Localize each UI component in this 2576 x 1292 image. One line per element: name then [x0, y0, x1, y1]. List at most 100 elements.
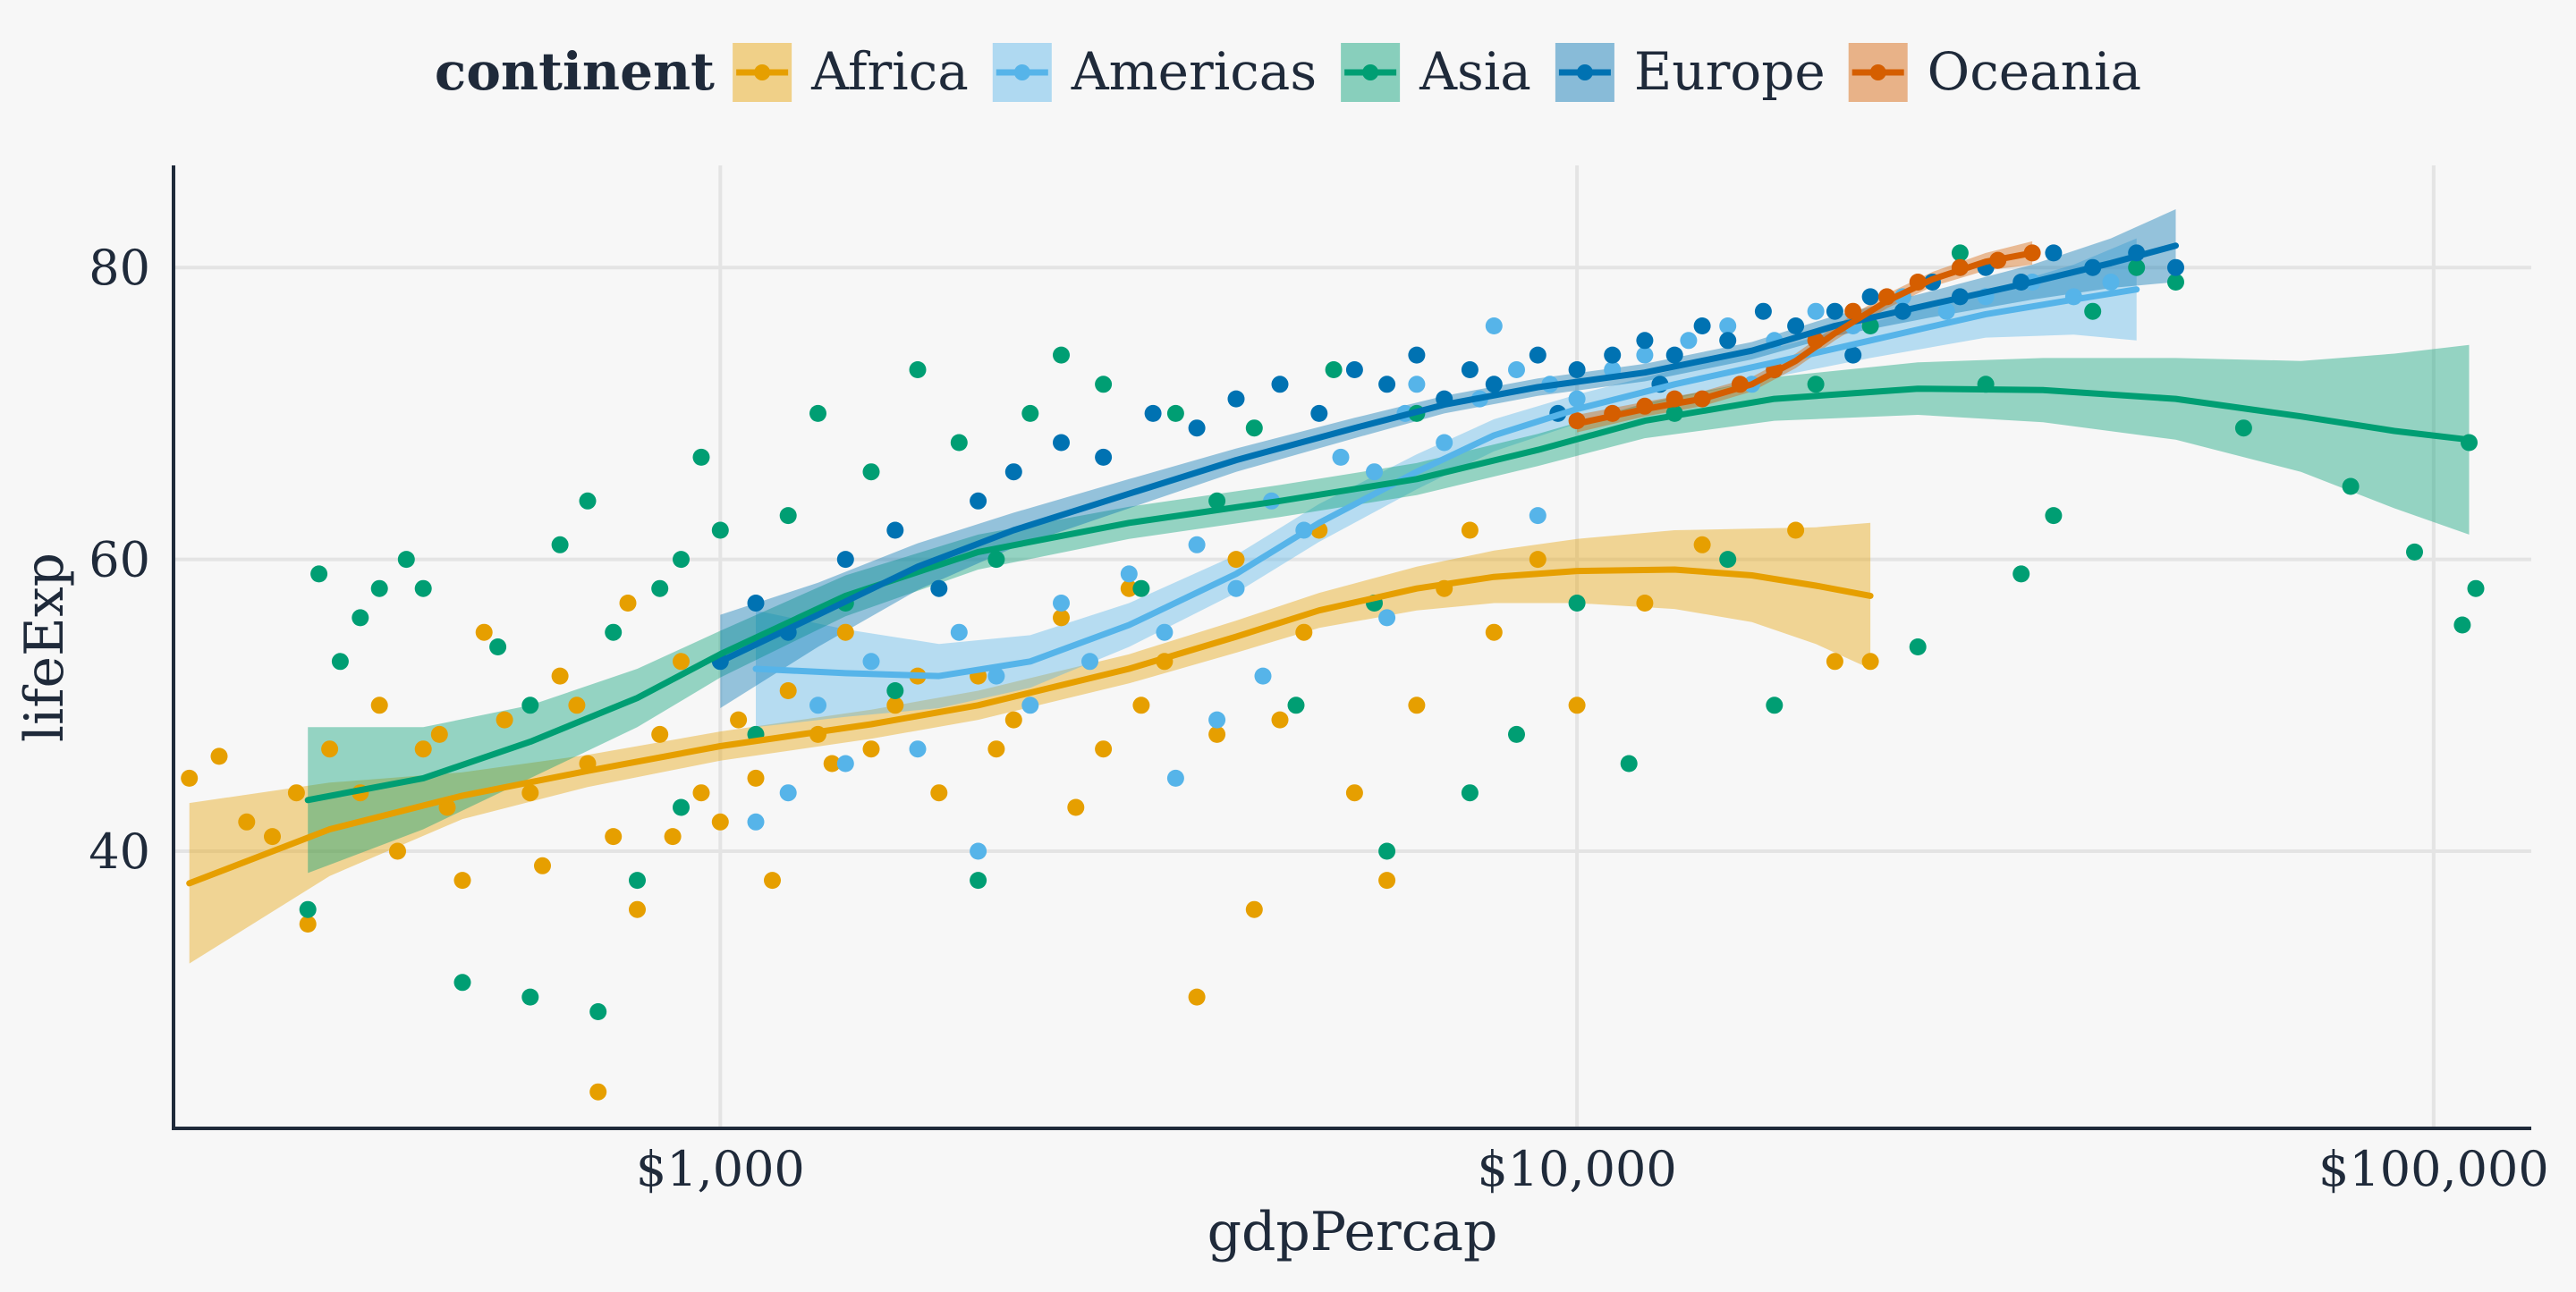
point-europe-6: [970, 492, 987, 510]
point-europe-40: [2167, 258, 2184, 276]
point-asia-21: [809, 404, 826, 422]
point-africa-64: [1132, 697, 1150, 714]
point-asia-43: [1719, 551, 1737, 569]
point-africa-22: [692, 784, 710, 802]
point-americas-5: [909, 740, 927, 758]
point-asia-15: [651, 579, 669, 597]
legend-item-americas: Americas: [992, 41, 1317, 102]
point-africa-0: [181, 769, 199, 787]
point-asia-25: [950, 434, 968, 452]
point-asia-5: [397, 551, 415, 569]
point-europe-5: [930, 579, 948, 597]
point-africa-9: [414, 740, 432, 758]
smooth-line-americas: [752, 286, 2140, 680]
point-asia-30: [1132, 579, 1150, 597]
legend-title: continent: [435, 41, 715, 102]
point-asia-35: [1325, 361, 1343, 378]
point-americas-0: [747, 813, 765, 831]
point-africa-36: [1120, 579, 1138, 597]
point-europe-19: [1461, 361, 1479, 378]
axes: [172, 165, 2531, 1130]
point-africa-55: [430, 725, 448, 743]
point-asia-1: [310, 565, 328, 583]
point-africa-25: [747, 769, 765, 787]
point-africa-62: [987, 740, 1005, 758]
point-asia-61: [970, 872, 987, 890]
point-europe-3: [836, 551, 854, 569]
point-africa-40: [1271, 711, 1289, 729]
point-asia-39: [1508, 725, 1525, 743]
point-africa-47: [1568, 697, 1586, 714]
point-europe-22: [1568, 361, 1586, 378]
point-africa-65: [1208, 725, 1226, 743]
y-tick-label-40: 40: [89, 823, 150, 880]
point-europe-16: [1378, 376, 1396, 393]
point-africa-5: [321, 740, 339, 758]
point-asia-41: [1620, 755, 1638, 773]
point-asia-10: [551, 536, 569, 553]
point-asia-50: [2045, 507, 2063, 525]
point-africa-4: [299, 916, 317, 933]
point-asia-51: [2084, 302, 2102, 320]
grid: [174, 165, 2531, 1128]
point-asia-40: [1568, 595, 1586, 612]
point-asia-6: [414, 579, 432, 597]
point-africa-54: [264, 828, 281, 846]
legend-item-oceania: Oceania: [1848, 41, 2141, 102]
point-asia-56: [2453, 616, 2471, 634]
point-asia-20: [779, 507, 797, 525]
smooth-line-europe: [716, 242, 2179, 665]
point-europe-31: [1861, 288, 1879, 306]
point-asia-24: [909, 361, 927, 378]
point-asia-29: [1095, 376, 1113, 393]
point-africa-33: [1004, 711, 1022, 729]
point-europe-14: [1310, 404, 1328, 422]
point-americas-37: [2102, 274, 2120, 291]
point-americas-47: [1408, 376, 1426, 393]
point-asia-44: [1766, 697, 1784, 714]
point-africa-59: [764, 872, 781, 890]
point-africa-49: [1693, 536, 1711, 553]
point-africa-67: [1295, 623, 1313, 641]
point-asia-23: [862, 463, 880, 481]
smooth-lines: [186, 242, 2472, 887]
point-europe-7: [1004, 463, 1022, 481]
point-africa-51: [1826, 653, 1843, 671]
legend-label-africa: Africa: [810, 41, 969, 102]
point-africa-58: [664, 828, 682, 846]
point-africa-3: [287, 784, 305, 802]
point-asia-64: [673, 798, 690, 816]
point-asia-8: [489, 638, 507, 655]
point-asia-65: [1378, 842, 1396, 860]
legend-key-dot-asia: [1362, 64, 1379, 80]
point-americas-33: [1937, 302, 1955, 320]
legend-item-asia: Asia: [1341, 41, 1531, 102]
point-americas-17: [1332, 448, 1350, 466]
point-americas-40: [1208, 711, 1226, 729]
point-africa-56: [534, 857, 551, 874]
point-americas-38: [970, 842, 987, 860]
point-europe-25: [1665, 346, 1683, 364]
x-tick-label--100-000: $100,000: [2318, 1141, 2549, 1197]
point-europe-9: [1095, 448, 1113, 466]
point-americas-30: [1807, 302, 1825, 320]
y-tick-label-80: 80: [89, 240, 150, 296]
point-americas-20: [1436, 434, 1453, 452]
legend-key-dot-oceania: [1869, 64, 1886, 80]
point-asia-53: [2234, 419, 2252, 437]
legend-label-americas: Americas: [1071, 41, 1317, 102]
point-africa-66: [1245, 900, 1263, 918]
point-africa-13: [496, 711, 513, 729]
point-asia-31: [1166, 404, 1184, 422]
point-americas-14: [1227, 579, 1245, 597]
point-americas-12: [1156, 623, 1174, 641]
point-africa-53: [589, 1083, 607, 1101]
point-asia-57: [2467, 579, 2485, 597]
legend: continent Africa Americas Asia Europe Oceani…: [435, 41, 2141, 102]
point-africa-19: [629, 900, 646, 918]
point-africa-46: [1529, 551, 1546, 569]
point-americas-4: [862, 653, 880, 671]
tick-labels: $1,000 $10,000 $100,000 40 60 80: [89, 240, 2548, 1197]
point-africa-34: [1053, 609, 1070, 627]
